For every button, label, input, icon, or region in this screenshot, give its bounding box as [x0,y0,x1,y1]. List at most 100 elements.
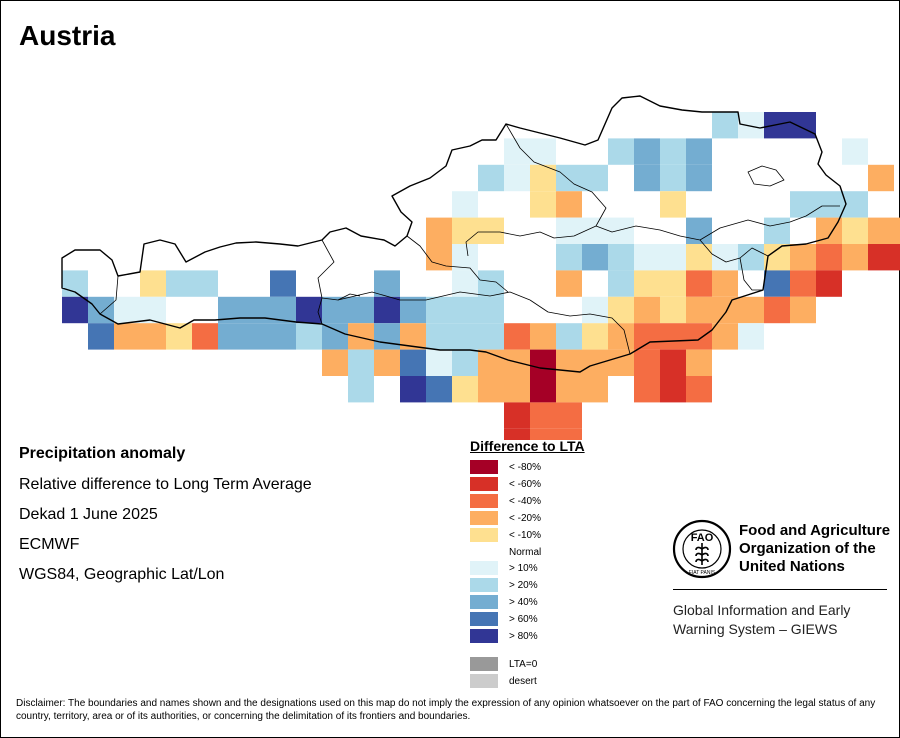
grid-cell-p10 [738,112,764,139]
grid-cell-p40 [218,323,244,350]
grid-cell-n40 [504,323,530,350]
legend-swatch-p60 [470,612,498,627]
legend-swatch-p40 [470,595,498,610]
grid-cell-p40 [244,296,270,324]
giews-line2: Warning System – GIEWS [673,621,838,637]
legend-label-p40: > 40% [509,597,538,609]
state-border-styria-carinthia [529,299,631,355]
grid-cell-n20 [634,296,660,324]
fao-name-line2: Organization of the [739,540,876,557]
grid-cell-n20 [374,349,400,376]
grid-cell-n20 [868,164,894,192]
legend-item-n40: < -40% [470,493,660,510]
legend-label-p20: > 20% [509,580,538,592]
grid-cell-p20 [348,349,374,376]
grid-cell-p10 [608,217,634,244]
grid-cell-p20 [348,376,374,403]
grid-cell-p20 [478,296,504,324]
grid-cell-n60 [868,244,894,271]
legend-swatch-n20 [470,510,498,525]
grid-cell-p40 [634,164,660,192]
grid-cell-n10 [634,270,660,297]
grid-cell-n20 [608,323,634,350]
grid-cell-n40 [556,428,582,440]
country-border [61,95,847,373]
legend-swatch-desert [470,674,498,688]
grid-cell-n40 [686,270,712,297]
grid-cell-p10 [582,296,608,324]
grid-cell-n10 [452,217,478,244]
grid-cell-p20 [426,296,452,324]
state-border-upper-lower [465,123,607,257]
grid-cell-n60 [816,270,842,297]
legend-item-n80: < -80% [470,460,660,476]
state-border-salzburg-upper [406,235,509,293]
grid-cell-p20 [452,296,478,324]
legend-label-n10: < -10% [509,529,541,541]
grid-cell-n20 [868,217,894,244]
grid-cell-p20 [660,164,686,192]
grid-cell-n10 [660,296,686,324]
grid-cell-n40 [192,323,218,350]
grid-cell-n60 [660,349,686,376]
legend-title: Difference to LTA [470,438,585,454]
grid-cell-n20 [582,376,608,403]
legend-item-n20: < -20% [470,510,660,527]
grid-cell-n10 [686,244,712,271]
legend-label-n20: < -20% [509,512,541,524]
grid-cell-p20 [608,138,634,165]
grid-cell-p60 [764,270,790,297]
state-border-vienna [747,165,785,187]
grid-cell-p20 [608,270,634,297]
legend-item-lta0: LTA=0 [470,657,660,673]
grid-cell-p20 [478,270,504,297]
grid-cell-p10 [426,349,452,376]
legend-swatch-n80 [470,460,498,474]
legend-swatch-n10 [470,527,498,542]
grid-cell-p80 [374,296,400,324]
fao-divider [673,589,887,590]
grid-cell-p60 [400,349,426,376]
state-border-lower-austria-south [699,205,840,241]
grid-cell-p40 [686,138,712,165]
grid-cell-n20 [712,323,738,350]
legend-label-p60: > 60% [509,614,538,626]
grid-cell-n10 [608,296,634,324]
legend-item-p40: > 40% [470,595,660,611]
grid-cell-n40 [634,323,660,350]
grid-cell-n20 [712,270,738,297]
grid-cell-p10 [556,217,582,244]
grid-cell-n10 [660,270,686,297]
legend-label-lta0: LTA=0 [509,659,538,670]
legend-swatch-normal [470,544,498,559]
grid-cell-p10 [114,296,140,324]
legend-label-n80: < -80% [509,462,541,473]
grid-cell-n20 [712,296,738,324]
grid-cell-p60 [426,376,452,403]
grid-cell-p20 [582,164,608,192]
grid-cell-n20 [790,296,816,324]
grid-cell-p10 [738,323,764,350]
grid-cell-n20 [686,296,712,324]
grid-cell-n60 [660,376,686,403]
grid-cell-p20 [660,138,686,165]
grid-cell-n20 [504,376,530,403]
fao-name-line3: United Nations [739,558,845,575]
legend-item-p20: > 20% [470,578,660,594]
grid-cell-p40 [348,296,374,324]
grid-cell-p10 [140,296,166,324]
grid-cell-p20 [816,191,842,218]
grid-cell-p20 [556,244,582,271]
anomaly-grid [62,112,900,440]
grid-cell-p40 [244,323,270,350]
grid-cell-p40 [322,323,348,350]
grid-cell-p80 [400,376,426,403]
grid-cell-p10 [530,138,556,165]
info-projection: WGS84, Geographic Lat/Lon [19,566,225,583]
legend-label-n40: < -40% [509,495,541,507]
legend-label-desert: desert [509,676,537,687]
grid-cell-p20 [608,244,634,271]
grid-cell-p20 [192,270,218,297]
state-border-vorarlberg [99,275,119,315]
grid-cell-n20 [738,296,764,324]
